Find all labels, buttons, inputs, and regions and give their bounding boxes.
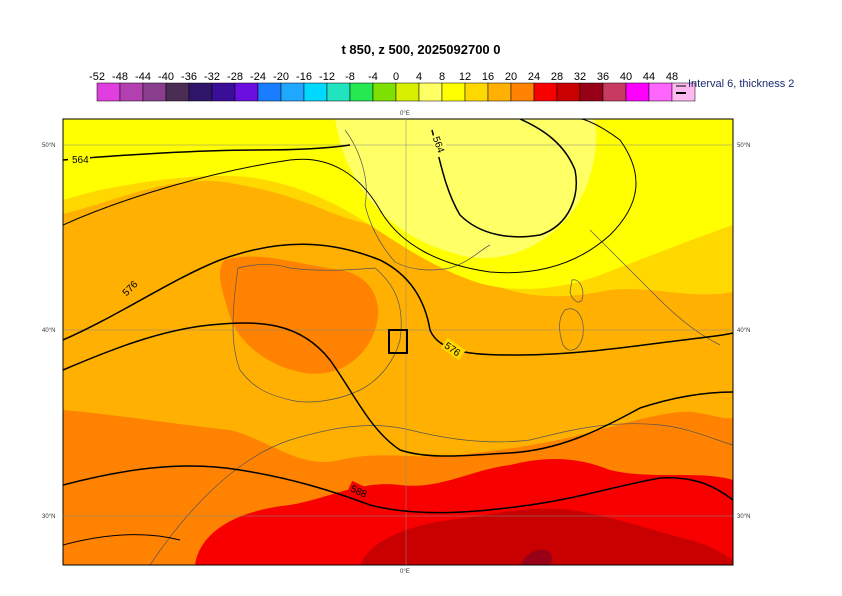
colorbar-tick-label: -20 bbox=[273, 71, 289, 83]
coastline-corsica bbox=[569, 279, 584, 303]
colorbar-tick-label: -16 bbox=[296, 71, 312, 83]
temp-band-32 bbox=[520, 549, 553, 565]
temp-core-iberia bbox=[219, 256, 379, 374]
colorbar-tick-label: 28 bbox=[551, 71, 563, 83]
colorbar-tick-label: -48 bbox=[112, 71, 128, 83]
contour-576 bbox=[63, 243, 733, 356]
colorbar-tick-label: -24 bbox=[250, 71, 266, 83]
colorbar-tick-label: 24 bbox=[528, 71, 540, 83]
colorbar: -52 -48 -44 -40 -36 -32 -28 -24 -20 -16 -12 -8 -4 0 4 8… bbox=[89, 71, 794, 102]
coastline-iberia bbox=[232, 264, 402, 403]
colorbar-tick-label: 0 bbox=[393, 71, 399, 83]
contour-570 bbox=[63, 119, 637, 274]
colorbar-tick-label: 4 bbox=[416, 71, 422, 83]
colorbar-tick-label: 20 bbox=[505, 71, 517, 83]
contour-594 bbox=[63, 534, 181, 546]
contour-588 bbox=[63, 465, 733, 514]
location-marker-box bbox=[388, 329, 408, 354]
lon-label-top: 0°E bbox=[400, 111, 410, 117]
coastline-italy bbox=[589, 229, 721, 346]
legend-note: Interval 6, thickness 2 bbox=[688, 78, 794, 90]
lat-label-30n-right: 30°N bbox=[737, 514, 750, 520]
coastline-sardinia bbox=[559, 308, 584, 351]
colorbar-tick-label: -28 bbox=[227, 71, 243, 83]
lat-label-50n-right: 50°N bbox=[737, 143, 750, 149]
lon-label-bottom: 0°E bbox=[400, 569, 410, 575]
contour-564-west bbox=[63, 144, 351, 161]
contour-564-east bbox=[431, 119, 577, 238]
lat-label-40n-right: 40°N bbox=[737, 328, 750, 334]
colorbar-tick-label: 48 bbox=[666, 71, 678, 83]
colorbar-tick-label: -40 bbox=[158, 71, 174, 83]
colorbar-tick-label: 40 bbox=[620, 71, 632, 83]
temp-band-0 bbox=[335, 119, 597, 259]
lat-label-30n-left: 30°N bbox=[42, 514, 55, 520]
page-title: t 850, z 500, 2025092700 0 bbox=[341, 42, 501, 57]
colorbar-tick-label: -8 bbox=[345, 71, 355, 83]
colorbar-tick-label: 16 bbox=[482, 71, 494, 83]
colorbar-tick-label: -36 bbox=[181, 71, 197, 83]
map-frame bbox=[62, 118, 734, 566]
colorbar-tick-label: -12 bbox=[319, 71, 335, 83]
coastline-france bbox=[344, 129, 491, 271]
colorbar-tick-label: 8 bbox=[439, 71, 445, 83]
lat-label-50n-left: 50°N bbox=[42, 143, 55, 149]
temp-band-28 bbox=[360, 508, 733, 565]
colorbar-tick-label: -4 bbox=[368, 71, 378, 83]
colorbar-tick-label: 32 bbox=[574, 71, 586, 83]
colorbar-tick-label: 12 bbox=[459, 71, 471, 83]
colorbar-tick-label: -44 bbox=[135, 71, 151, 83]
coastline-africa bbox=[149, 423, 733, 565]
colorbar-swatches bbox=[96, 82, 696, 102]
colorbar-tick-label: -52 bbox=[89, 71, 105, 83]
colorbar-tick-labels: -52 -48 -44 -40 -36 -32 -28 -24 -20 -16 -12 -8 -4 0 4 8… bbox=[89, 71, 678, 83]
colorbar-tick-label: 36 bbox=[597, 71, 609, 83]
lat-label-40n-left: 40°N bbox=[42, 328, 55, 334]
colorbar-tick-label: 44 bbox=[643, 71, 655, 83]
contour-582 bbox=[63, 322, 733, 457]
contour-label-564-w: 564 bbox=[72, 155, 89, 166]
colorbar-tick-label: -32 bbox=[204, 71, 220, 83]
